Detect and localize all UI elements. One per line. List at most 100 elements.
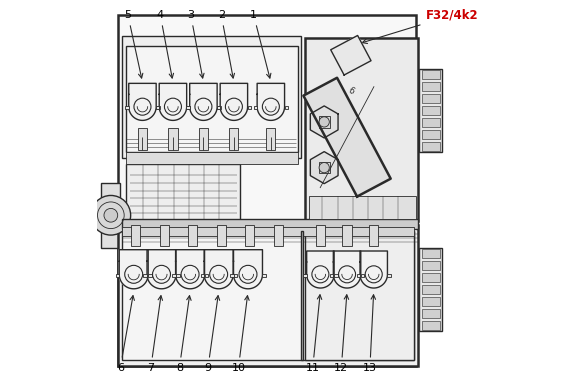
Bar xyxy=(233,274,237,277)
Polygon shape xyxy=(147,250,176,289)
Bar xyxy=(422,285,440,295)
Circle shape xyxy=(319,117,329,127)
Polygon shape xyxy=(233,250,263,289)
Bar xyxy=(200,274,204,277)
Text: 1: 1 xyxy=(250,10,271,78)
Bar xyxy=(143,274,147,277)
Bar xyxy=(217,106,221,109)
Bar xyxy=(188,225,198,246)
Bar xyxy=(122,219,418,229)
Bar xyxy=(274,225,283,246)
Circle shape xyxy=(104,208,118,222)
Bar xyxy=(361,274,364,277)
Bar xyxy=(305,231,414,360)
Bar xyxy=(229,128,238,150)
Bar xyxy=(230,274,233,277)
Bar xyxy=(172,274,176,277)
Bar xyxy=(126,164,240,221)
Polygon shape xyxy=(331,35,371,75)
Bar xyxy=(305,38,418,221)
Bar xyxy=(126,106,129,109)
Bar xyxy=(186,106,190,109)
Polygon shape xyxy=(306,251,334,288)
Bar xyxy=(119,225,418,366)
Text: F32/4k2: F32/4k2 xyxy=(362,9,478,43)
Text: 13: 13 xyxy=(363,295,377,373)
Bar xyxy=(138,128,147,150)
Bar xyxy=(316,225,325,246)
Bar xyxy=(330,274,334,277)
Bar xyxy=(303,274,306,277)
Polygon shape xyxy=(220,83,248,120)
Bar xyxy=(217,106,220,109)
Bar xyxy=(422,142,440,151)
Bar xyxy=(419,69,442,152)
Bar xyxy=(168,128,177,150)
Bar xyxy=(422,106,440,115)
Bar xyxy=(369,225,378,246)
Text: 12: 12 xyxy=(334,295,348,373)
Polygon shape xyxy=(159,83,187,120)
Bar xyxy=(422,309,440,318)
Text: 4: 4 xyxy=(157,10,173,78)
Bar xyxy=(122,231,414,360)
Bar xyxy=(319,116,330,128)
Bar xyxy=(187,106,190,109)
Polygon shape xyxy=(119,250,148,289)
Bar xyxy=(253,106,257,109)
Polygon shape xyxy=(129,83,156,120)
Bar xyxy=(122,36,301,158)
Polygon shape xyxy=(176,250,204,289)
Bar xyxy=(199,128,208,150)
Bar xyxy=(422,70,440,79)
Bar xyxy=(204,274,208,277)
Text: 9: 9 xyxy=(204,296,219,373)
Circle shape xyxy=(319,163,329,173)
Bar xyxy=(160,225,169,246)
Bar xyxy=(122,227,414,236)
Bar xyxy=(245,225,255,246)
Bar xyxy=(422,261,440,271)
Bar xyxy=(334,274,338,277)
Text: 6: 6 xyxy=(117,296,134,373)
Text: 11: 11 xyxy=(306,295,322,373)
Bar xyxy=(156,106,160,109)
Bar xyxy=(131,225,140,246)
Bar xyxy=(176,274,180,277)
Bar xyxy=(263,274,266,277)
Polygon shape xyxy=(257,83,285,120)
Bar xyxy=(422,297,440,306)
Text: 7: 7 xyxy=(147,296,162,373)
Bar xyxy=(119,15,416,366)
Bar xyxy=(126,46,298,152)
Polygon shape xyxy=(204,250,233,289)
Bar xyxy=(309,196,416,219)
Bar xyxy=(422,82,440,91)
Bar xyxy=(422,94,440,103)
Bar xyxy=(388,274,391,277)
Bar xyxy=(116,274,119,277)
Polygon shape xyxy=(360,251,388,288)
Bar xyxy=(301,231,303,360)
Bar xyxy=(343,225,351,246)
Text: 10: 10 xyxy=(232,296,249,373)
Bar xyxy=(156,106,159,109)
Text: 6: 6 xyxy=(346,86,355,97)
Polygon shape xyxy=(190,83,217,120)
Bar xyxy=(285,106,288,109)
Bar xyxy=(422,250,440,258)
Bar xyxy=(422,130,440,139)
Text: 8: 8 xyxy=(176,296,191,373)
Bar xyxy=(266,128,275,150)
Bar xyxy=(422,321,440,330)
Text: 5: 5 xyxy=(124,10,143,78)
Polygon shape xyxy=(310,152,338,184)
Bar xyxy=(248,106,251,109)
Bar xyxy=(357,274,360,277)
Polygon shape xyxy=(334,251,361,288)
Bar xyxy=(126,152,298,164)
Bar xyxy=(422,118,440,127)
Polygon shape xyxy=(304,78,391,197)
Bar xyxy=(319,162,330,173)
Text: 3: 3 xyxy=(187,10,204,78)
